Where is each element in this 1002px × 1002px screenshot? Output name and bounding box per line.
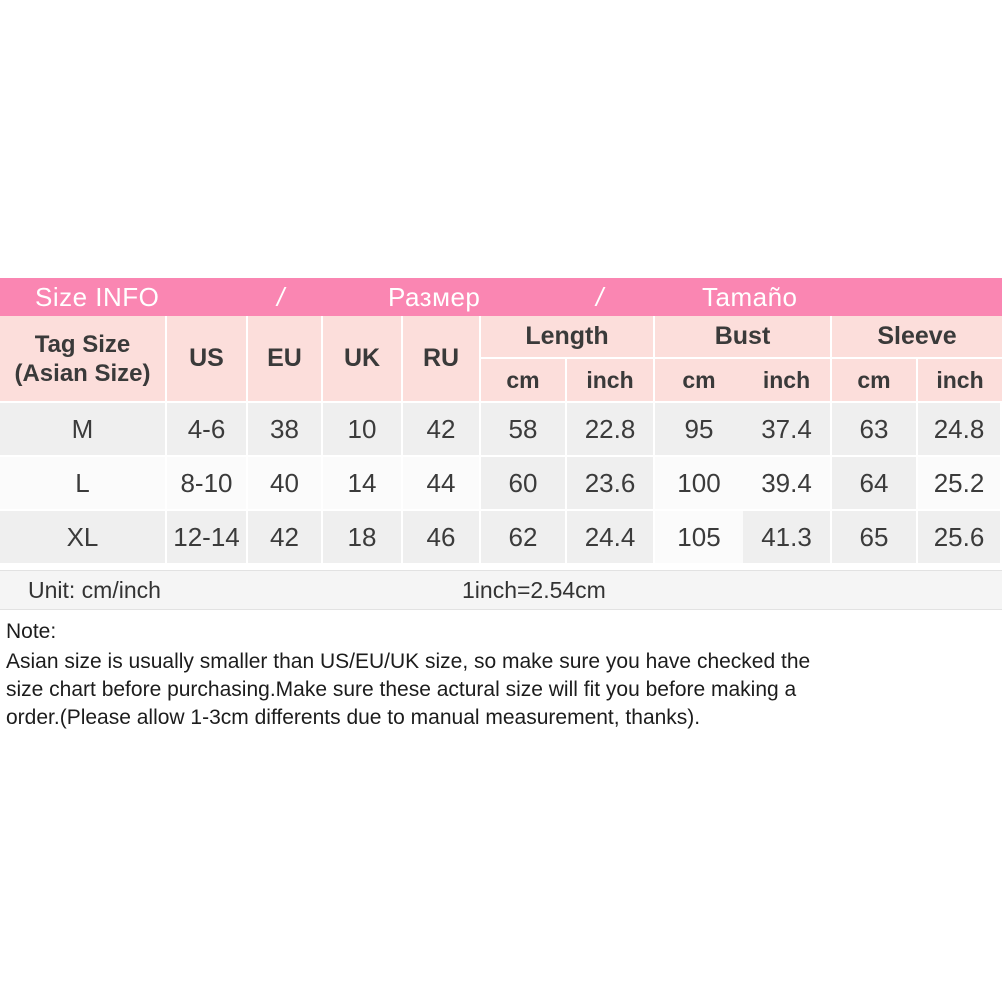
cell-m-sleeve-inch: 24.8 (918, 403, 1002, 457)
title-bar: Size INFO / Размер / Tamaño (0, 278, 1002, 316)
cell-xl-eu: 42 (248, 511, 323, 565)
cell-xl-bust-cm: 105 (655, 511, 743, 565)
header-bust-cm: cm (655, 359, 743, 403)
cell-l-sleeve-inch: 25.2 (918, 457, 1002, 511)
size-chart: Size INFO / Размер / Tamaño Tag Size (As… (0, 278, 1002, 732)
cell-l-sleeve-cm: 64 (832, 457, 918, 511)
note-line-3: order.(Please allow 1-3cm differents due… (6, 706, 701, 729)
cell-l-length-cm: 60 (481, 457, 567, 511)
header-length-inch: inch (567, 359, 655, 403)
cell-xl-length-inch: 24.4 (567, 511, 655, 565)
cell-m-sleeve-cm: 63 (832, 403, 918, 457)
header-tag-size-line1: Tag Size (34, 330, 131, 358)
header-eu: EU (248, 316, 323, 403)
note-title: Note: (6, 620, 57, 643)
unit-label: Unit: cm/inch (28, 577, 161, 603)
size-table: Tag Size (Asian Size) US EU UK RU Length… (0, 316, 1002, 565)
cell-l-eu: 40 (248, 457, 323, 511)
header-ru: RU (403, 316, 481, 403)
header-length: Length (481, 316, 655, 359)
header-bust-inch: inch (743, 359, 832, 403)
header-sleeve-cm: cm (832, 359, 918, 403)
cell-m-us: 4-6 (167, 403, 248, 457)
cell-xl-ru: 46 (403, 511, 481, 565)
cell-m-ru: 42 (403, 403, 481, 457)
cell-m-length-cm: 58 (481, 403, 567, 457)
unit-bar: Unit: cm/inch 1inch=2.54cm (0, 570, 1002, 610)
cell-m-bust-cm: 95 (655, 403, 743, 457)
header-tag-size: Tag Size (Asian Size) (0, 316, 167, 403)
cell-l-uk: 14 (323, 457, 403, 511)
header-sleeve: Sleeve (832, 316, 1002, 359)
header-length-cm: cm (481, 359, 567, 403)
header-uk: UK (323, 316, 403, 403)
title-separator-1: / (277, 282, 285, 312)
cell-m-length-inch: 22.8 (567, 403, 655, 457)
cell-l-bust-cm: 100 (655, 457, 743, 511)
unit-conversion: 1inch=2.54cm (462, 577, 606, 603)
cell-xl-us: 12-14 (167, 511, 248, 565)
note-line-2: size chart before purchasing.Make sure t… (6, 678, 797, 701)
note-section: Note: Asian size is usually smaller than… (0, 618, 1002, 732)
cell-xl-tag: XL (0, 511, 167, 565)
cell-m-tag: M (0, 403, 167, 457)
cell-xl-length-cm: 62 (481, 511, 567, 565)
cell-m-uk: 10 (323, 403, 403, 457)
header-tag-size-line2: (Asian Size) (14, 359, 151, 387)
title-razmer: Размер (388, 282, 481, 312)
header-us: US (167, 316, 248, 403)
cell-l-tag: L (0, 457, 167, 511)
cell-xl-uk: 18 (323, 511, 403, 565)
title-size-info: Size INFO (35, 282, 160, 312)
cell-l-ru: 44 (403, 457, 481, 511)
cell-xl-bust-inch: 41.3 (743, 511, 832, 565)
cell-l-us: 8-10 (167, 457, 248, 511)
title-tamano: Tamaño (702, 282, 798, 312)
cell-m-eu: 38 (248, 403, 323, 457)
header-bust: Bust (655, 316, 832, 359)
note-line-1: Asian size is usually smaller than US/EU… (6, 650, 811, 673)
cell-xl-sleeve-inch: 25.6 (918, 511, 1002, 565)
cell-m-bust-inch: 37.4 (743, 403, 832, 457)
cell-l-length-inch: 23.6 (567, 457, 655, 511)
cell-xl-sleeve-cm: 65 (832, 511, 918, 565)
title-separator-2: / (596, 282, 604, 312)
cell-l-bust-inch: 39.4 (743, 457, 832, 511)
header-sleeve-inch: inch (918, 359, 1002, 403)
